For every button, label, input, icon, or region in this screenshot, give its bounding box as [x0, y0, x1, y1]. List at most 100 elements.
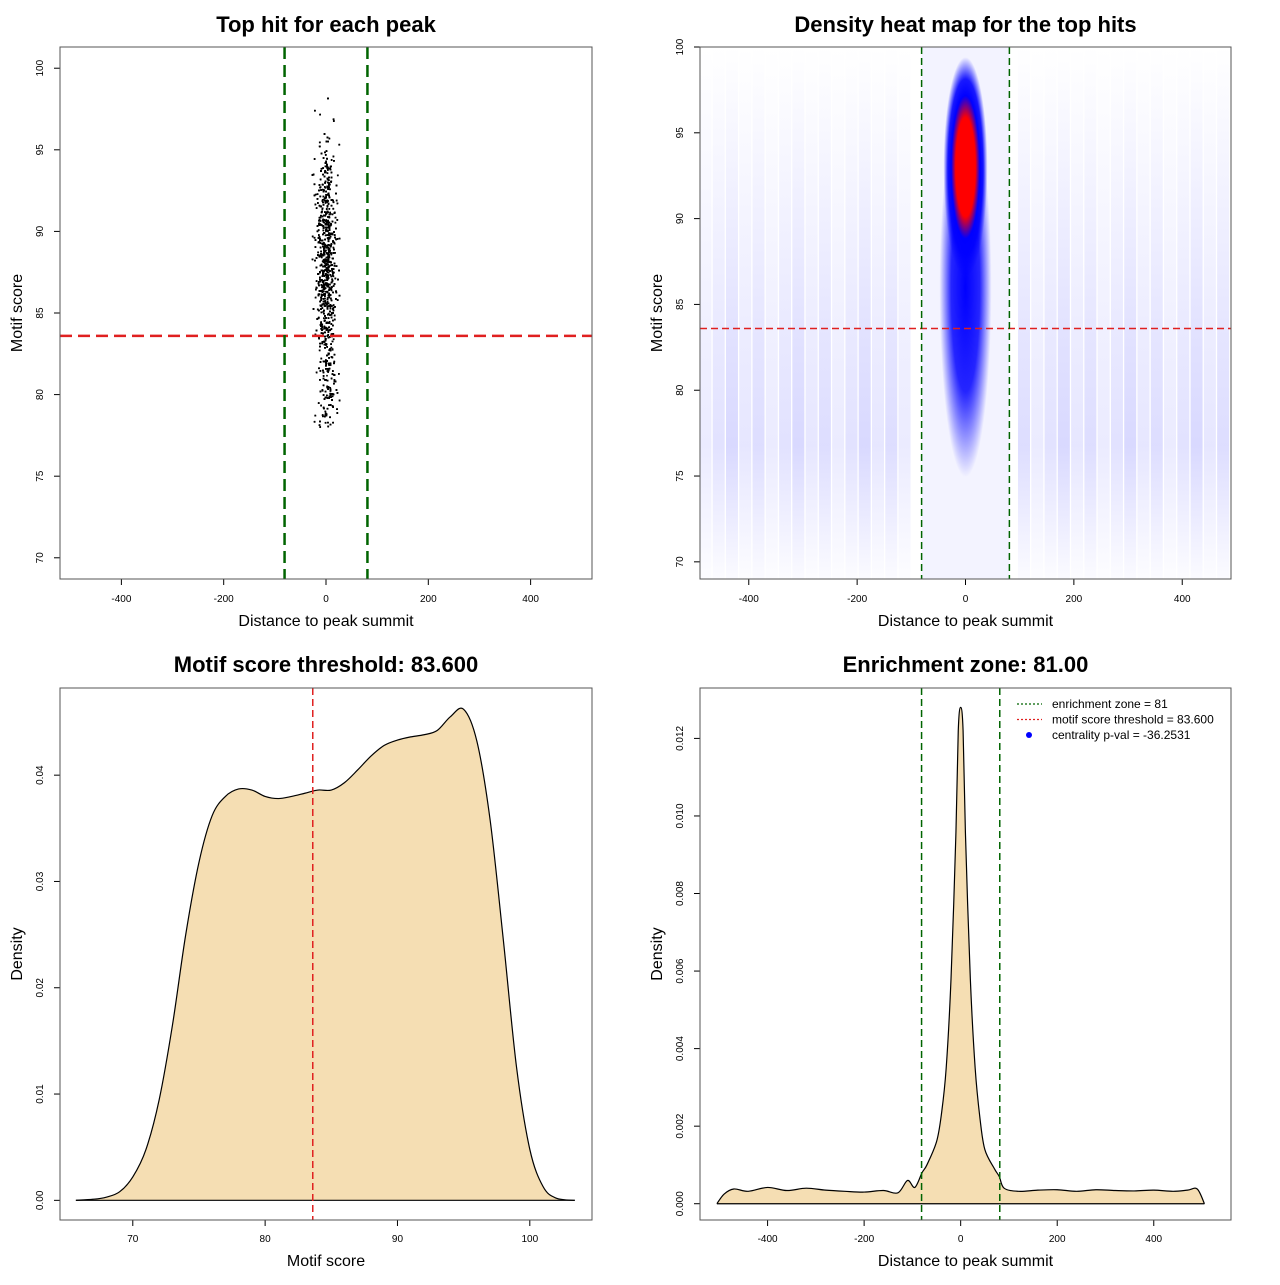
data-point	[334, 252, 336, 254]
data-point	[323, 232, 326, 234]
data-point	[324, 154, 327, 156]
data-point	[319, 223, 322, 226]
data-point	[323, 186, 326, 188]
data-point	[322, 310, 325, 313]
data-point	[324, 180, 327, 183]
data-point	[325, 329, 328, 331]
data-point	[331, 257, 334, 260]
legend-label: enrichment zone = 81	[1052, 697, 1168, 711]
data-point	[320, 325, 322, 327]
data-point	[324, 187, 327, 189]
data-point	[323, 283, 325, 286]
data-point	[327, 254, 330, 256]
data-point	[322, 167, 324, 169]
data-point	[317, 254, 320, 257]
data-point	[325, 252, 328, 254]
data-point	[321, 325, 323, 328]
data-point	[319, 113, 321, 116]
data-point	[321, 341, 324, 343]
data-point	[330, 176, 333, 179]
data-point	[319, 186, 322, 189]
data-point	[318, 184, 321, 186]
data-point	[326, 136, 329, 139]
data-point	[332, 240, 334, 242]
data-point	[325, 262, 328, 265]
density-curve	[716, 706, 1205, 1205]
data-point	[312, 308, 315, 310]
density-stripe	[845, 47, 858, 579]
data-point	[322, 384, 325, 387]
y-tick-label: 0.000	[675, 1191, 686, 1216]
data-point	[331, 269, 333, 272]
data-point	[330, 171, 333, 174]
density-stripe	[712, 47, 725, 579]
data-point	[324, 238, 326, 241]
data-point	[322, 300, 325, 303]
data-point	[314, 109, 316, 112]
data-point	[315, 266, 318, 269]
data-point	[322, 375, 325, 377]
x-axis-label: Distance to peak summit	[238, 613, 414, 630]
data-point	[327, 259, 330, 262]
data-point	[329, 386, 332, 389]
data-point	[330, 204, 333, 207]
data-point	[332, 275, 335, 278]
data-point	[326, 283, 329, 285]
density-stripe	[1110, 47, 1123, 579]
data-point	[335, 184, 338, 187]
data-point	[327, 313, 329, 316]
data-point	[331, 405, 334, 407]
data-point	[322, 195, 325, 198]
data-point	[331, 280, 334, 283]
data-point	[330, 328, 333, 330]
data-point	[336, 238, 339, 240]
data-point	[322, 201, 324, 204]
data-point	[338, 143, 341, 146]
data-point	[327, 271, 330, 274]
data-point	[329, 213, 332, 215]
data-point	[334, 306, 336, 308]
data-point	[318, 141, 321, 144]
scatter-panel: Top hit for each peak Distance to peak su…	[9, 12, 593, 630]
data-point	[328, 261, 331, 263]
data-point	[323, 270, 326, 272]
data-point	[321, 286, 323, 289]
legend-dot	[1026, 732, 1032, 738]
y-tick-label: 90	[35, 225, 46, 237]
data-point	[327, 285, 329, 288]
data-point	[328, 349, 331, 352]
data-point	[320, 252, 322, 255]
data-point	[313, 236, 316, 239]
data-point	[331, 395, 334, 398]
data-point	[333, 283, 336, 286]
data-point	[323, 133, 326, 135]
score-density-panel: Motif score threshold: 83.600 Motif score…	[9, 652, 593, 1270]
data-point	[318, 219, 320, 222]
data-point	[331, 373, 334, 375]
data-point	[321, 342, 324, 345]
data-point	[333, 318, 336, 321]
data-point	[325, 246, 328, 249]
data-point	[329, 336, 331, 338]
data-point	[327, 277, 330, 279]
data-point	[334, 380, 337, 383]
data-point	[328, 232, 330, 234]
data-point	[324, 339, 327, 342]
data-point	[324, 170, 327, 173]
data-point	[326, 194, 328, 196]
data-point	[320, 250, 322, 253]
data-point	[331, 270, 334, 273]
data-point	[327, 185, 330, 188]
data-point	[330, 252, 332, 254]
data-point	[333, 362, 335, 365]
data-point	[322, 233, 324, 236]
data-point	[332, 246, 335, 249]
data-point	[334, 216, 337, 219]
data-point	[323, 286, 325, 289]
chart-title: Density heat map for the top hits	[794, 12, 1136, 37]
x-tick-label: 200	[420, 594, 437, 605]
data-point	[320, 214, 322, 217]
data-point	[317, 237, 320, 239]
legend: enrichment zone = 81 motif score threshol…	[1017, 697, 1214, 742]
data-point	[331, 213, 334, 216]
